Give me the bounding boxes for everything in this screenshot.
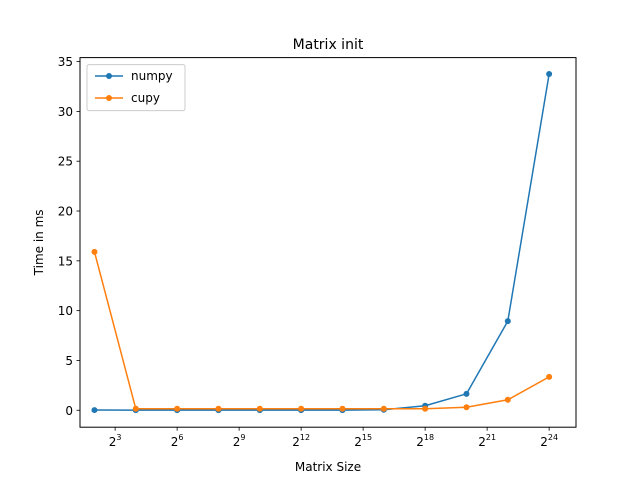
y-tick-label: 10 <box>58 304 73 318</box>
data-point-cupy <box>91 248 98 255</box>
x-tick-label: 221 <box>478 433 496 449</box>
y-tick-label: 0 <box>65 404 73 418</box>
series-line-numpy <box>94 73 550 411</box>
series-line-cupy <box>93 251 550 410</box>
y-tick-label: 35 <box>58 55 73 69</box>
legend-marker-numpy <box>106 73 112 79</box>
x-tick-label: 215 <box>354 433 372 449</box>
y-tick-label: 5 <box>65 354 73 368</box>
legend-label-numpy: numpy <box>131 69 173 83</box>
x-axis-label: Matrix Size <box>295 460 361 474</box>
data-point-cupy <box>174 405 181 412</box>
data-point-cupy <box>132 405 139 412</box>
series-layer <box>91 71 553 414</box>
data-point-numpy <box>504 318 511 325</box>
x-tick-label: 212 <box>292 433 310 449</box>
x-tick-label: 218 <box>416 433 434 449</box>
data-point-cupy <box>546 373 553 380</box>
data-point-cupy <box>256 405 263 412</box>
data-point-cupy <box>422 405 429 412</box>
y-tick-label: 20 <box>58 205 73 219</box>
data-point-numpy <box>546 71 553 78</box>
data-point-cupy <box>504 396 511 403</box>
legend-label-cupy: cupy <box>131 91 160 105</box>
x-axis: 23 26 29 212 215 218 221 224 <box>109 427 558 449</box>
data-point-cupy <box>463 404 470 411</box>
data-point-numpy <box>463 390 470 397</box>
plot-frame <box>79 57 577 428</box>
data-point-cupy <box>298 405 305 412</box>
data-point-cupy <box>339 405 346 412</box>
x-tick-label: 23 <box>109 433 122 449</box>
x-tick-label: 224 <box>540 433 558 449</box>
y-tick-label: 30 <box>58 105 73 119</box>
y-axis: 0 5 10 15 20 25 30 35 <box>58 55 80 418</box>
data-point-cupy <box>215 405 222 412</box>
y-axis-label: Time in ms <box>32 209 46 276</box>
legend-marker-cupy <box>106 95 112 101</box>
data-point-cupy <box>380 405 387 412</box>
y-tick-label: 25 <box>58 155 73 169</box>
x-tick-label: 29 <box>233 433 246 449</box>
data-point-numpy <box>91 407 98 414</box>
chart-title: Matrix init <box>293 37 364 53</box>
legend: numpy cupy <box>86 64 186 112</box>
x-tick-label: 26 <box>171 433 184 449</box>
y-tick-label: 15 <box>58 254 73 268</box>
